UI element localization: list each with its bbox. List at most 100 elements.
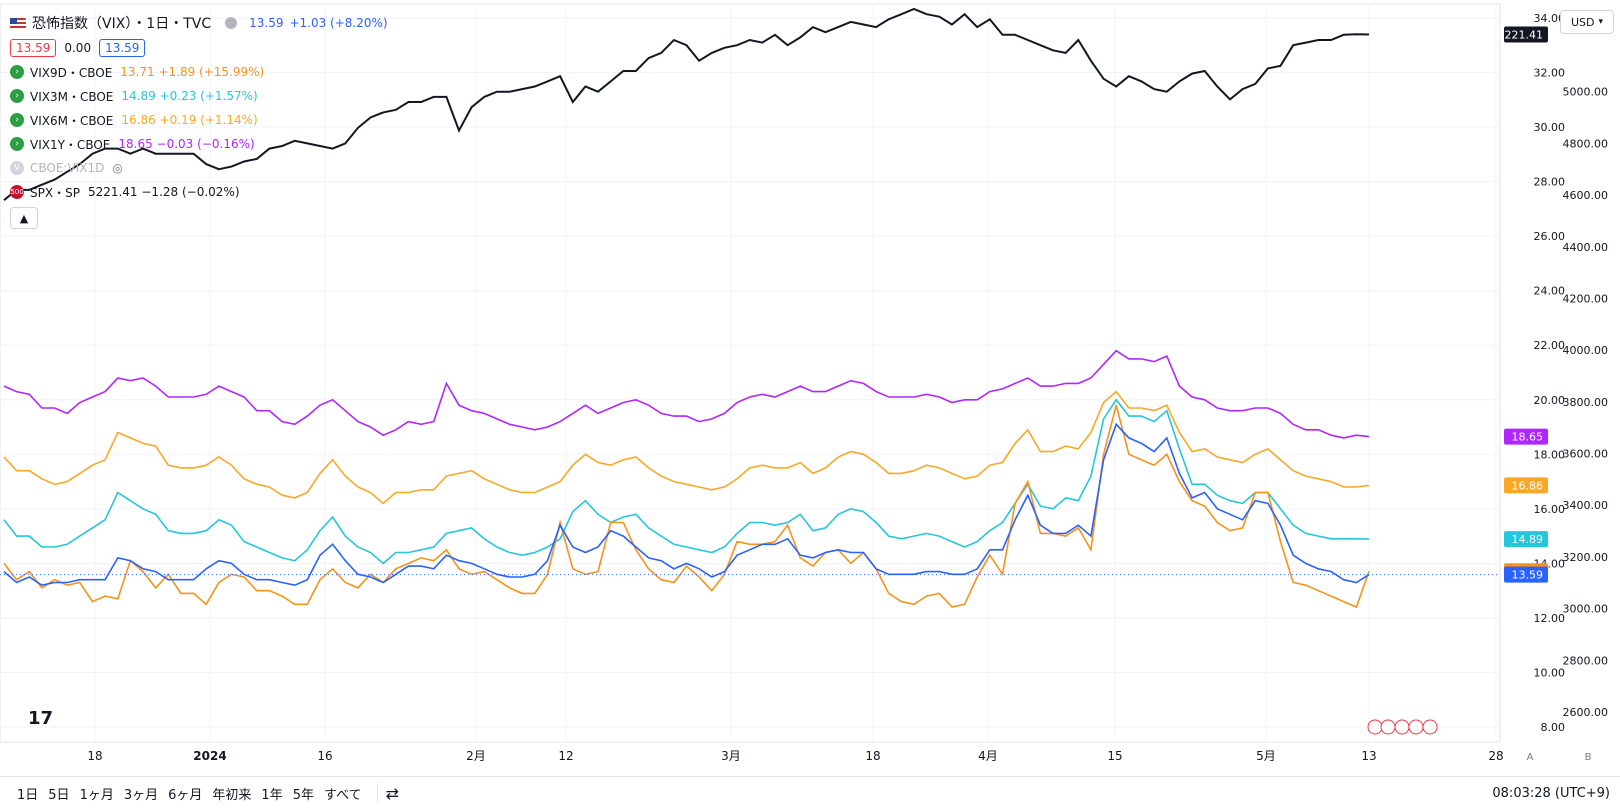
x-tick-label: 15 <box>1107 749 1122 763</box>
legend-name: VIX3M・CBOE <box>30 89 114 104</box>
series-line[interactable] <box>3 349 1370 439</box>
bottom-toolbar: 1日 5日 1ヶ月 3ヶ月 6ヶ月 年初来 1年 5年 すべて ⇄ 08:03:28 (UTC+… <box>0 776 1620 809</box>
currency-selector[interactable]: USD ▾ <box>1560 10 1614 34</box>
range-button[interactable]: 3ヶ月 <box>123 787 159 803</box>
price-change: +1.03 (+8.20%) <box>289 16 388 30</box>
y-left-tick-label: 26.00 <box>1534 230 1566 243</box>
chevron-down-icon: ▾ <box>1598 17 1604 27</box>
y-left-tick-label: 8.00 <box>1541 721 1566 734</box>
axis-button[interactable]: B <box>1585 752 1592 763</box>
y-right-tick-label: 2800.00 <box>1563 654 1609 667</box>
arrow-icon: › <box>10 137 24 151</box>
legend-row[interactable]: › VIX3M・CBOE 14.89 +0.23 (+1.57%) <box>10 84 388 108</box>
legend-name: CBOE:VIX1D <box>30 161 105 175</box>
legend-row[interactable]: › VIX9D・CBOE 13.71 +1.89 (+15.99%) <box>10 60 388 84</box>
series-line[interactable] <box>3 422 1370 587</box>
sell-price-box[interactable]: 13.59 <box>10 39 57 57</box>
range-button[interactable]: 1日 <box>17 787 39 803</box>
range-button[interactable]: 1年 <box>261 787 283 803</box>
y-right-tick-label: 3000.00 <box>1563 603 1609 616</box>
range-button[interactable]: 6ヶ月 <box>168 787 203 803</box>
range-button[interactable]: 1ヶ月 <box>79 787 114 803</box>
range-button[interactable]: 5日 <box>48 787 70 803</box>
date-range-icon[interactable]: ⇄ <box>385 783 399 803</box>
arrow-icon: › <box>10 113 24 127</box>
x-tick-label: 28 <box>1488 749 1503 763</box>
arrow-icon: › <box>10 65 24 79</box>
x-tick-label: 16 <box>317 749 332 763</box>
last-value-label: 5221.41 <box>1498 28 1544 41</box>
last-price: 13.59 <box>249 16 284 30</box>
currency-label: USD <box>1570 15 1595 29</box>
series-line[interactable] <box>3 398 1370 565</box>
y-right-tick-label: 4200.00 <box>1563 292 1609 305</box>
legend-value: 18.65 −0.03 (−0.16%) <box>118 137 255 151</box>
x-tick-label: 2024 <box>193 749 226 763</box>
legend-name: VIX9D・CBOE <box>30 65 113 80</box>
event-flag-icon[interactable] <box>1394 719 1410 735</box>
series-line[interactable] <box>3 404 1370 609</box>
y-right-tick-label: 3400.00 <box>1563 499 1609 512</box>
symbol-title-row[interactable]: 恐怖指数（VIX）・1日・TVC 13.59 +1.03 (+8.20%) <box>10 12 388 34</box>
chart-canvas[interactable]: 18 2024 16 2月 12 3月 18 4月 15 5月 13 28 8.00 10.00 12.00… <box>0 0 1620 776</box>
range-buttons: 1日 5日 1ヶ月 3ヶ月 6ヶ月 年初来 1年 5年 すべて <box>12 784 367 803</box>
x-tick-label: 13 <box>1361 749 1376 763</box>
y-right-tick-label: 4400.00 <box>1563 241 1609 254</box>
collapse-legend-button[interactable]: ▲ <box>10 207 38 229</box>
range-button[interactable]: 5年 <box>292 787 314 803</box>
range-button[interactable]: 年初来 <box>212 787 252 803</box>
y-right-tick-label: 4600.00 <box>1563 189 1609 202</box>
event-flag-icon[interactable] <box>1367 719 1383 735</box>
y-right-tick-label: 4800.00 <box>1563 137 1609 150</box>
y-right-tick-label: 3800.00 <box>1563 396 1609 409</box>
x-tick-label: 12 <box>558 749 573 763</box>
y-right-tick-label: 2600.00 <box>1563 706 1609 719</box>
y-left-tick-label: 32.00 <box>1534 67 1566 80</box>
last-value-tag <box>1504 477 1548 494</box>
eye-off-icon[interactable]: ◎ <box>112 161 123 175</box>
clock-time[interactable]: 08:03:28 (UTC+9) <box>1492 785 1610 801</box>
spread-value: 0.00 <box>64 41 92 55</box>
legend: 恐怖指数（VIX）・1日・TVC 13.59 +1.03 (+8.20%) 13… <box>10 12 388 229</box>
event-flag-icon[interactable] <box>1380 719 1396 735</box>
y-left-tick-label: 34.00 <box>1534 12 1566 25</box>
event-flag-icon[interactable] <box>1408 719 1424 735</box>
last-value-tag <box>1504 428 1548 445</box>
symbol-title[interactable]: 恐怖指数（VIX）・1日・TVC <box>32 16 212 32</box>
last-value-label: 14.89 <box>1512 533 1544 546</box>
range-button[interactable]: すべて <box>323 787 362 803</box>
last-value-label: 13.59 <box>1512 569 1544 582</box>
legend-value: 13.71 +1.89 (+15.99%) <box>120 65 265 79</box>
y-left-tick-label: 30.00 <box>1534 121 1566 134</box>
x-tick-label: 4月 <box>978 749 998 763</box>
legend-row[interactable]: › VIX1Y・CBOE 18.65 −0.03 (−0.16%) <box>10 132 388 156</box>
x-tick-label: 2月 <box>466 749 486 763</box>
separator <box>376 783 378 803</box>
chevron-up-icon: ▲ <box>19 211 29 225</box>
last-value-label: 16.86 <box>1512 479 1544 492</box>
x-tick-label: 3月 <box>721 749 741 763</box>
arrow-icon: › <box>10 89 24 103</box>
buy-price-box[interactable]: 13.59 <box>99 39 146 57</box>
legend-row[interactable]: 500 SPX・SP 5221.41 −1.28 (−0.02%) <box>10 180 388 204</box>
legend-name: VIX6M・CBOE <box>30 113 114 128</box>
x-tick-label: 18 <box>87 749 102 763</box>
y-left-tick-label: 16.00 <box>1534 503 1566 516</box>
legend-row[interactable]: › VIX6M・CBOE 16.86 +0.19 (+1.14%) <box>10 108 388 132</box>
y-left-tick-label: 28.00 <box>1534 176 1566 189</box>
hidden-eye-icon: V <box>10 161 24 175</box>
y-left-tick-label: 22.00 <box>1534 339 1566 352</box>
axis-button[interactable]: A <box>1527 752 1534 763</box>
legend-value: 14.89 +0.23 (+1.57%) <box>121 89 258 103</box>
y-left-tick-label: 18.00 <box>1534 448 1566 461</box>
series-line[interactable] <box>3 7 1370 201</box>
last-value-tag <box>1504 26 1548 43</box>
y-left-tick-label: 20.00 <box>1534 394 1566 407</box>
legend-row[interactable]: V CBOE:VIX1D ◎ <box>10 156 388 180</box>
series-line[interactable] <box>3 390 1370 505</box>
last-value-label: 18.65 <box>1512 431 1544 444</box>
event-flag-icon[interactable] <box>1422 719 1438 735</box>
y-right-tick-label: 3200.00 <box>1563 551 1609 564</box>
x-tick-label: 5月 <box>1256 749 1276 763</box>
